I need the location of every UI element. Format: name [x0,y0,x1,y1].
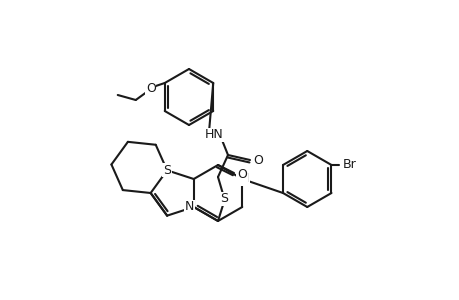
Text: N: N [185,200,194,214]
Text: Br: Br [342,158,356,172]
Text: O: O [236,169,246,182]
Text: N: N [239,172,248,185]
Text: S: S [163,164,171,177]
Text: O: O [146,82,155,94]
Text: O: O [252,154,263,166]
Text: HN: HN [204,128,223,142]
Text: S: S [219,193,228,206]
